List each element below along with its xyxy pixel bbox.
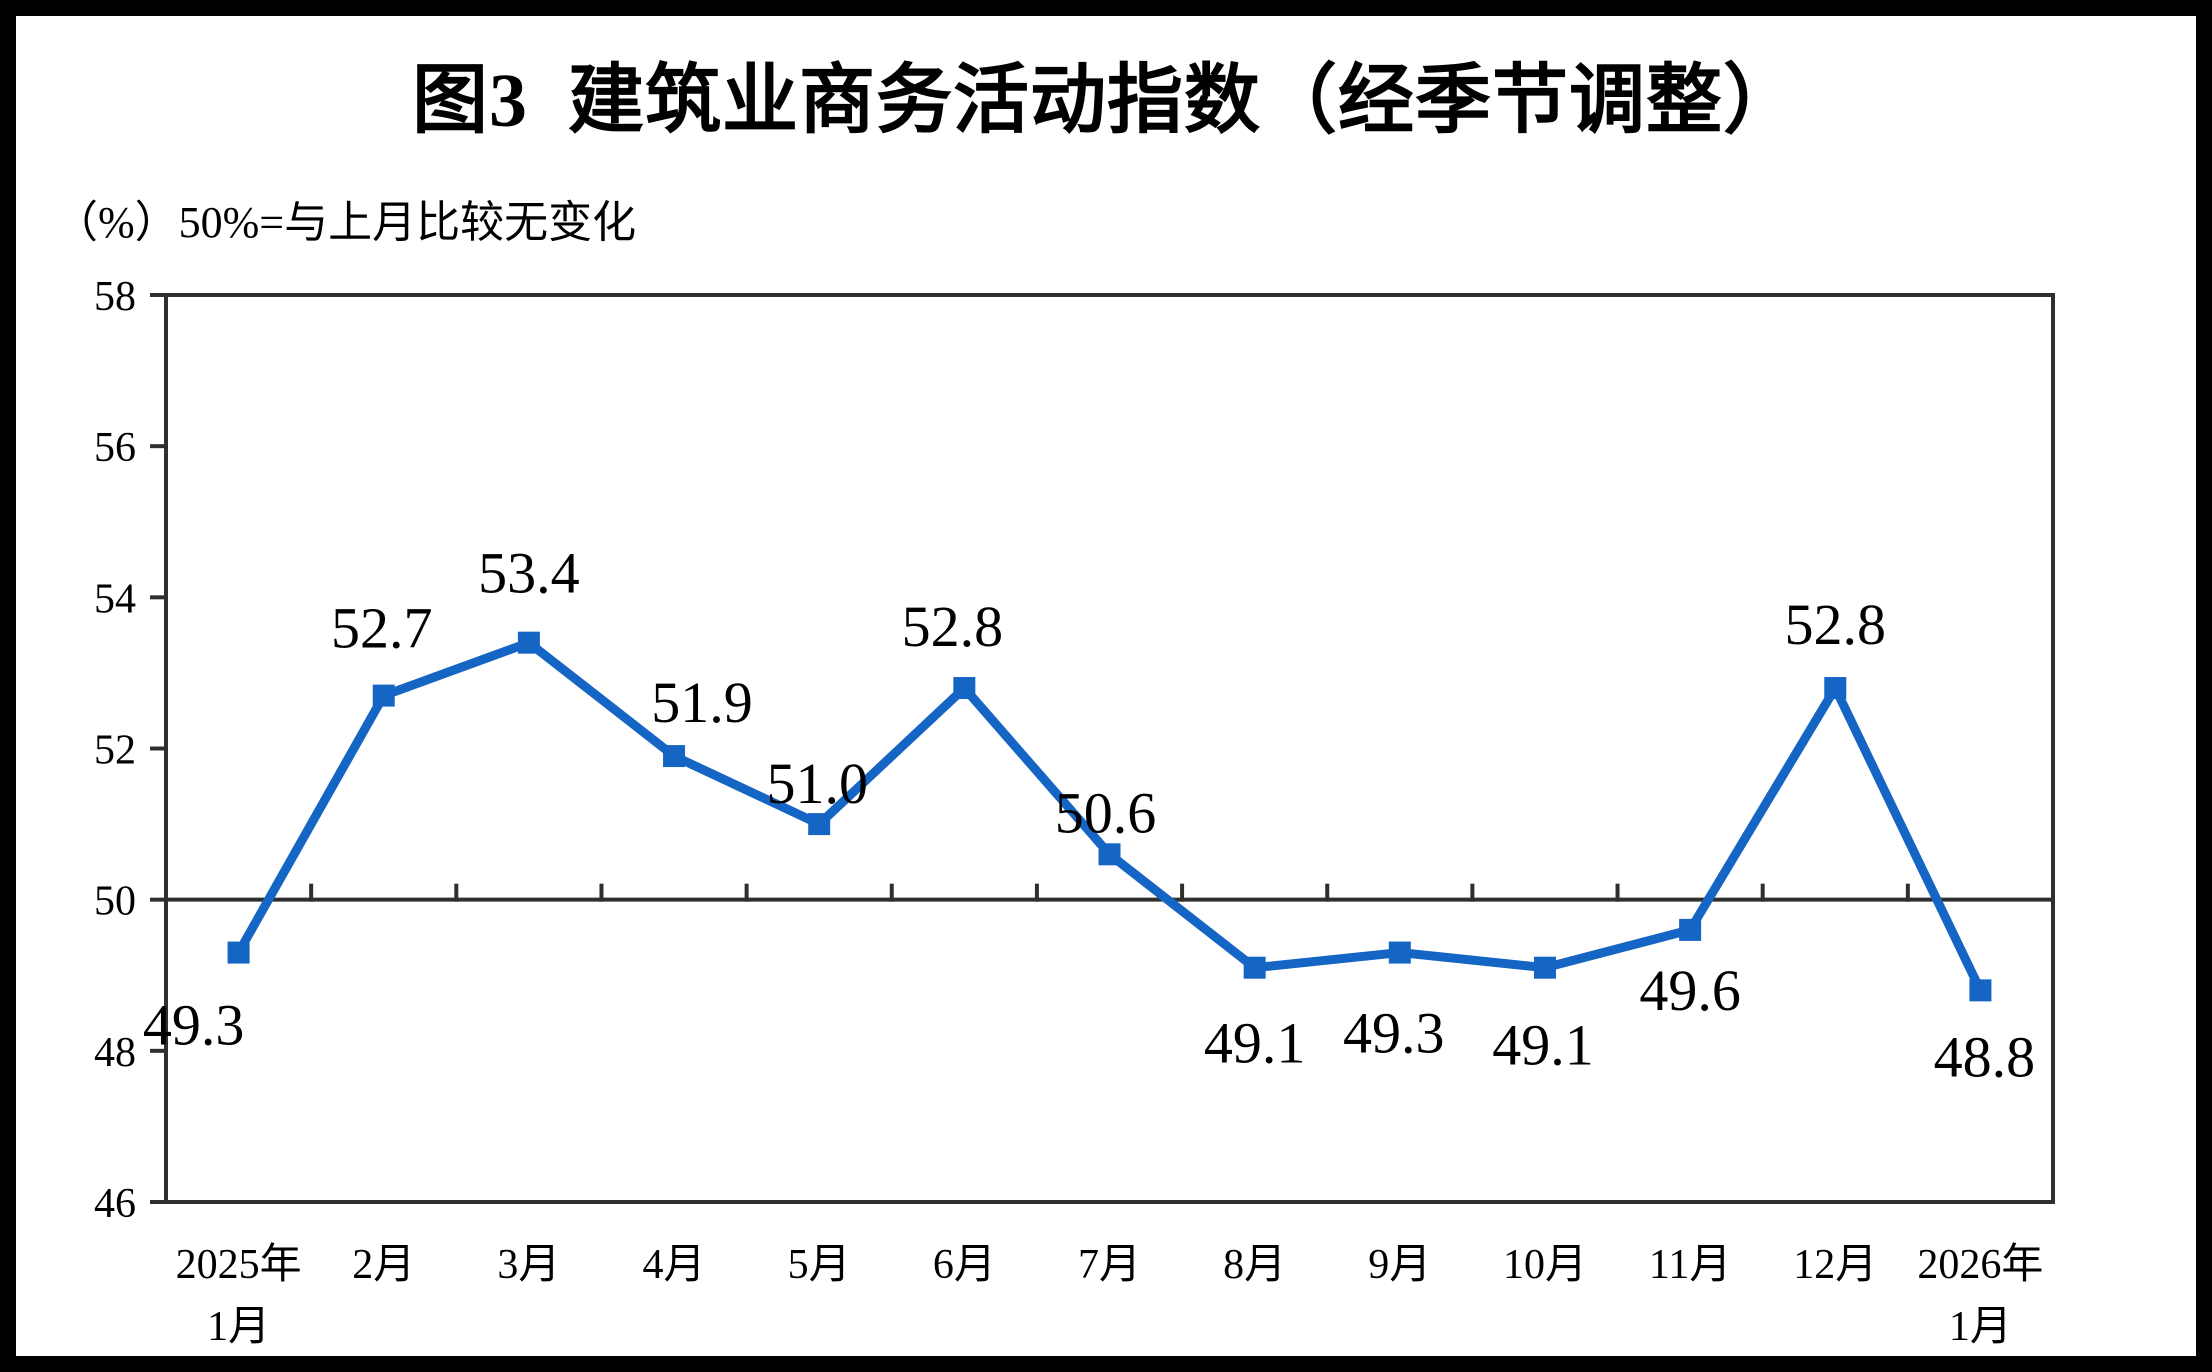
data-point-label: 52.7 (331, 596, 433, 661)
x-axis-label: 2025年 1月 (176, 1241, 302, 1350)
data-point-label: 49.6 (1639, 958, 1741, 1023)
y-axis-label: 58 (94, 274, 136, 320)
x-axis-label: 7月 (1078, 1242, 1141, 1288)
data-point-marker (1388, 941, 1411, 964)
data-point-marker (1969, 979, 1992, 1002)
data-point-label: 49.3 (1343, 1001, 1445, 1066)
y-axis-label: 56 (94, 425, 136, 471)
data-point-label: 49.3 (143, 993, 245, 1058)
data-point-label: 51.9 (651, 670, 753, 735)
data-point-label: 49.1 (1204, 1011, 1306, 1076)
data-point-label: 48.8 (1934, 1024, 2036, 1089)
data-point-label: 53.4 (478, 541, 580, 606)
chart-title: 图3 建筑业商务活动指数（经季节调整） (412, 59, 1800, 143)
data-point-label: 50.6 (1055, 780, 1157, 845)
x-axis-label: 4月 (643, 1242, 706, 1288)
x-axis-label: 3月 (497, 1242, 560, 1288)
data-point-label: 51.0 (766, 751, 868, 816)
y-axis-label: 48 (94, 1030, 136, 1076)
x-axis-label: 2026年 1月 (1917, 1241, 2043, 1350)
data-point-marker (953, 677, 976, 700)
y-axis-label: 54 (94, 576, 136, 622)
data-point-marker (663, 745, 686, 768)
axis-unit-note: （%）50%=与上月比较无变化 (54, 198, 637, 247)
labels-group: 49.3 52.7 53.4 51.951.0 52.8 50.6 49.1 49.3 49.1… (143, 541, 2035, 1090)
x-axis-label: 11月 (1649, 1242, 1731, 1288)
data-point-label: 49.1 (1492, 1013, 1594, 1078)
line-chart: 58 56 54 52 50 48 46 2025年 1月 2月 3月 4月 5月 6月 7月 8月 9月 10月… (94, 274, 2055, 1350)
data-point-marker (1098, 843, 1121, 866)
data-point-label: 52.8 (902, 594, 1004, 659)
series-group (227, 631, 1992, 1002)
x-axis-label: 10月 (1503, 1242, 1587, 1288)
data-point-marker (1679, 918, 1702, 941)
y-axis-label: 52 (94, 728, 136, 774)
y-axis-label: 46 (94, 1181, 136, 1227)
x-axis-label: 6月 (933, 1242, 996, 1288)
data-point-marker (227, 941, 250, 964)
x-axis-label: 9月 (1368, 1242, 1431, 1288)
data-point-marker (1243, 956, 1266, 979)
y-axis-label: 50 (94, 879, 136, 925)
data-point-label: 52.8 (1785, 592, 1887, 657)
axes-group: 58 56 54 52 50 48 46 2025年 1月 2月 3月 4月 5月 6月 7月 8月 9月 10月… (94, 274, 2055, 1350)
data-point-marker (808, 813, 831, 836)
x-axis-label: 5月 (788, 1242, 851, 1288)
x-axis-label: 12月 (1793, 1242, 1877, 1288)
data-point-marker (1824, 677, 1847, 700)
plot-border (164, 293, 2055, 1204)
data-point-marker (1533, 956, 1556, 979)
x-axis-label: 2月 (352, 1242, 415, 1288)
data-point-marker (517, 631, 540, 654)
x-axis-label: 8月 (1223, 1242, 1286, 1288)
data-point-marker (372, 684, 395, 707)
